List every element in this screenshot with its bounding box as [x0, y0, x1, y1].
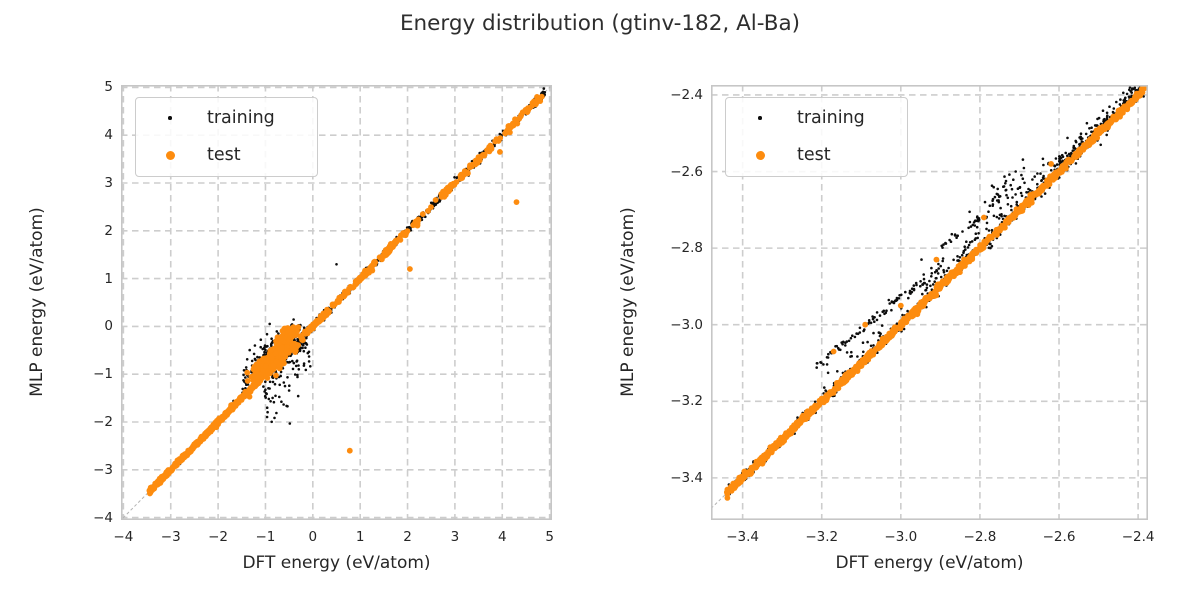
y-tick-label: 1 [104, 270, 113, 287]
x-tick-label: 3 [450, 529, 460, 545]
legend-label-training: training [797, 108, 865, 128]
x-tick-label: −3.2 [805, 529, 839, 545]
x-tick-label: 4 [497, 529, 507, 545]
y-tick-label: 0 [104, 318, 113, 335]
training-marker-icon [758, 116, 762, 120]
right-legend: training test [725, 97, 908, 177]
x-tick-label: −2.4 [1121, 529, 1155, 545]
y-tick-label: −2.6 [670, 163, 703, 180]
left-subplot: training test [121, 85, 552, 520]
legend-item-test: test [136, 138, 317, 172]
test-marker-icon [755, 150, 765, 160]
legend-label-training: training [207, 108, 275, 128]
right-y-axis-label: MLP energy (eV/atom) [618, 207, 638, 397]
x-tick-label: 5 [545, 529, 554, 545]
x-tick-label: 1 [355, 529, 365, 545]
y-tick-label: 5 [104, 79, 113, 96]
y-tick-label: −2 [93, 414, 113, 430]
right-x-axis-label: DFT energy (eV/atom) [835, 553, 1024, 573]
test-points [724, 85, 1148, 501]
y-tick-label: −3.2 [670, 393, 703, 410]
x-tick-label: −4 [113, 529, 134, 545]
right-plot-area [711, 85, 1148, 520]
test-points [146, 93, 545, 497]
test-marker-icon [165, 150, 175, 160]
y-tick-label: −4 [93, 509, 113, 526]
legend-label-test: test [207, 145, 241, 165]
x-tick-label: −1 [255, 529, 276, 545]
y-tick-label: −2.4 [670, 86, 703, 103]
y-tick-label: −3 [93, 461, 113, 478]
x-tick-label: 0 [308, 529, 318, 545]
right-subplot: training test [711, 85, 1148, 520]
y-tick-label: −3.4 [670, 469, 703, 486]
left-legend: training test [135, 97, 318, 177]
left-x-axis-label: DFT energy (eV/atom) [242, 553, 431, 573]
legend-label-test: test [797, 145, 831, 165]
y-tick-label: 4 [104, 127, 113, 144]
legend-item-training: training [726, 101, 907, 135]
figure-title: Energy distribution (gtinv-182, Al-Ba) [399, 11, 801, 36]
y-tick-label: −1 [93, 366, 113, 383]
y-tick-label: −3.0 [670, 316, 703, 333]
x-tick-label: −3.0 [884, 529, 918, 545]
left-y-axis-label: MLP energy (eV/atom) [27, 207, 47, 397]
training-marker-icon [168, 116, 172, 120]
y-tick-label: −2.8 [670, 240, 703, 257]
y-tick-label: 3 [104, 174, 113, 191]
x-tick-label: −2.8 [963, 529, 997, 545]
x-tick-label: 2 [403, 529, 412, 545]
x-tick-label: −3 [160, 529, 181, 545]
left-plot-area [121, 85, 552, 520]
y-tick-label: 2 [104, 222, 113, 239]
legend-item-test: test [726, 138, 907, 172]
x-tick-label: −3.4 [726, 529, 760, 545]
legend-item-training: training [136, 101, 317, 135]
x-tick-label: −2.6 [1042, 529, 1076, 545]
x-tick-label: −2 [208, 529, 229, 545]
